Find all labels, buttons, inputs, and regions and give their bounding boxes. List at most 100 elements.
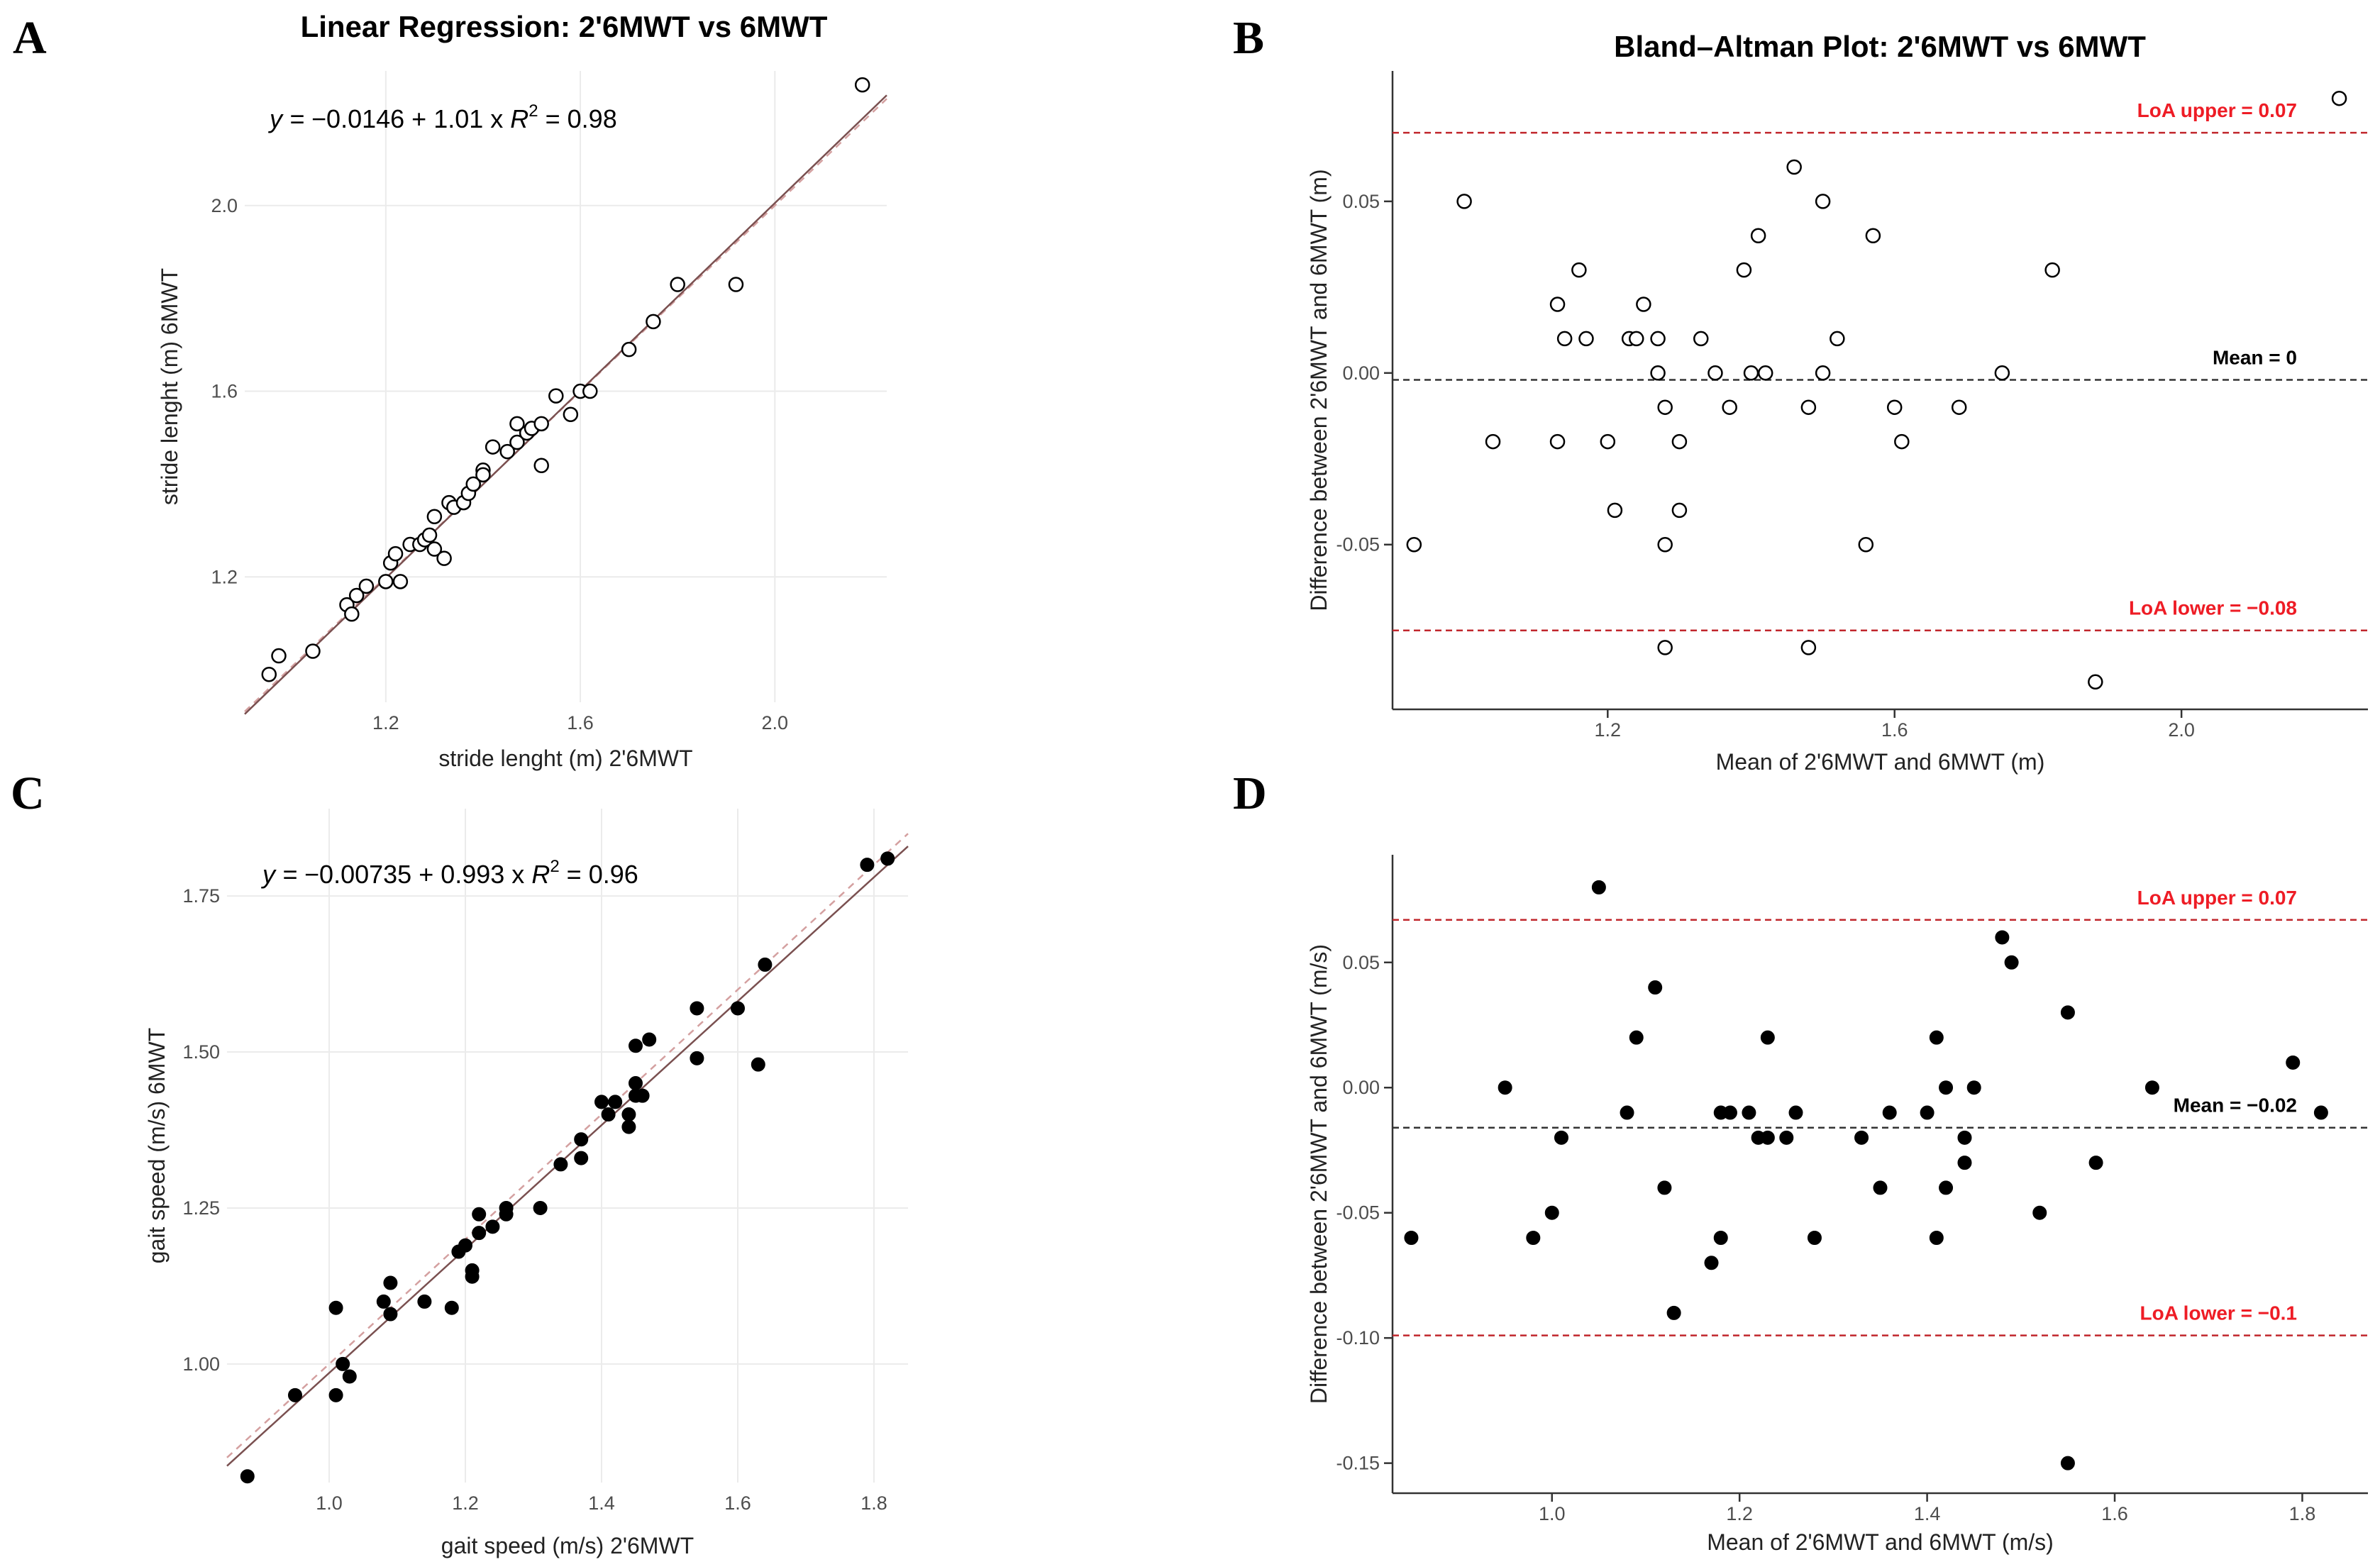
data-point-b-17 bbox=[1657, 640, 1673, 655]
data-point-a-26 bbox=[499, 443, 515, 460]
y-tick-label-c-0: 1.00 bbox=[182, 1353, 220, 1375]
data-point-d-33 bbox=[1995, 930, 2010, 945]
data-point-a-7 bbox=[378, 574, 394, 589]
data-point-a-2 bbox=[305, 643, 321, 659]
panel-letter-b: B bbox=[1233, 12, 1264, 64]
data-point-c-38 bbox=[758, 957, 773, 972]
ref-label-d-2: LoA lower = −0.1 bbox=[2140, 1302, 2297, 1324]
data-point-a-6 bbox=[358, 578, 375, 594]
y-tick-label-a-0: 1.2 bbox=[211, 566, 238, 587]
data-point-b-18 bbox=[1671, 433, 1688, 450]
y-tick-label-d-3: 0.00 bbox=[1342, 1077, 1380, 1098]
data-point-c-34 bbox=[690, 1051, 704, 1065]
data-point-a-17 bbox=[436, 550, 452, 566]
data-point-a-25 bbox=[485, 439, 501, 455]
data-point-d-36 bbox=[2060, 1005, 2075, 1020]
data-point-c-19 bbox=[499, 1200, 514, 1215]
data-point-b-31 bbox=[1815, 365, 1831, 381]
data-point-b-41 bbox=[2331, 90, 2347, 106]
data-point-b-32 bbox=[1830, 331, 1845, 347]
data-point-c-1 bbox=[288, 1387, 302, 1402]
data-point-c-15 bbox=[472, 1226, 487, 1241]
data-point-a-34 bbox=[563, 406, 579, 423]
data-point-b-35 bbox=[1886, 399, 1903, 415]
data-point-b-37 bbox=[1951, 399, 1967, 415]
x-tick-label-c-0: 1.0 bbox=[316, 1492, 343, 1514]
data-point-a-15 bbox=[426, 541, 443, 557]
data-point-d-5 bbox=[1591, 880, 1606, 894]
x-tick-label-b-1: 1.6 bbox=[1881, 719, 1908, 741]
data-point-a-14 bbox=[421, 527, 438, 543]
data-point-d-34 bbox=[2004, 955, 2019, 970]
y-tick-label-a-2: 2.0 bbox=[211, 195, 238, 216]
data-point-d-31 bbox=[1957, 1156, 1972, 1170]
data-point-b-14 bbox=[1650, 365, 1666, 381]
ref-label-b-1: Mean = 0 bbox=[2213, 346, 2297, 368]
data-point-d-6 bbox=[1620, 1105, 1634, 1120]
equation-c: y = −0.00735 + 0.993 x R2 = 0.96 bbox=[260, 857, 638, 889]
x-tick-label-c-4: 1.8 bbox=[860, 1492, 887, 1514]
data-point-a-37 bbox=[621, 341, 637, 358]
data-point-d-25 bbox=[1920, 1105, 1935, 1120]
data-point-c-40 bbox=[880, 851, 895, 866]
x-tick-label-b-2: 2.0 bbox=[2168, 719, 2195, 741]
data-point-c-31 bbox=[629, 1038, 643, 1053]
data-point-b-21 bbox=[1707, 365, 1723, 381]
chart-title-a: Linear Regression: 2'6MWT vs 6MWT bbox=[301, 10, 828, 43]
data-point-c-9 bbox=[417, 1294, 432, 1309]
data-point-b-26 bbox=[1757, 365, 1773, 381]
data-point-d-41 bbox=[2313, 1105, 2328, 1120]
data-point-c-17 bbox=[485, 1219, 500, 1234]
data-point-d-2 bbox=[1526, 1231, 1541, 1245]
data-point-a-28 bbox=[509, 434, 525, 450]
panel-d: D 1.0 1.2 1.4 1.6 1.8 -0.15 -0.10 -0.05 0.00 0.05 M… bbox=[1233, 768, 2368, 1555]
data-point-d-37 bbox=[2060, 1456, 2075, 1470]
data-point-c-20 bbox=[533, 1200, 548, 1215]
data-point-c-3 bbox=[328, 1300, 343, 1315]
x-tick-label-c-2: 1.4 bbox=[588, 1492, 615, 1514]
data-point-d-4 bbox=[1554, 1130, 1568, 1145]
data-point-d-30 bbox=[1957, 1130, 1972, 1145]
data-point-c-2 bbox=[328, 1387, 343, 1402]
ref-label-d-1: Mean = −0.02 bbox=[2174, 1095, 2297, 1117]
data-point-d-18 bbox=[1760, 1130, 1775, 1145]
data-point-c-27 bbox=[621, 1119, 636, 1134]
data-point-c-23 bbox=[574, 1132, 589, 1147]
data-point-a-9 bbox=[387, 545, 404, 562]
data-point-b-20 bbox=[1693, 331, 1709, 347]
x-axis-label-b: Mean of 2'6MWT and 6MWT (m) bbox=[1716, 749, 2045, 775]
data-point-b-16 bbox=[1657, 399, 1673, 415]
y-tick-label-b-0: -0.05 bbox=[1336, 534, 1380, 555]
data-point-b-39 bbox=[2044, 262, 2060, 278]
data-point-c-39 bbox=[860, 858, 875, 873]
x-tick-label-d-2: 1.4 bbox=[1914, 1503, 1941, 1524]
y-tick-label-b-1: 0.00 bbox=[1342, 362, 1380, 384]
data-point-d-38 bbox=[2088, 1156, 2103, 1170]
data-point-a-41 bbox=[854, 77, 870, 93]
data-point-b-28 bbox=[1800, 399, 1817, 415]
data-point-c-0 bbox=[240, 1469, 255, 1484]
chart-title-b: Bland–Altman Plot: 2'6MWT vs 6MWT bbox=[1614, 30, 2146, 63]
x-tick-label-c-1: 1.2 bbox=[452, 1492, 479, 1514]
data-point-b-19 bbox=[1671, 502, 1688, 519]
data-point-b-36 bbox=[1894, 433, 1910, 450]
fit-line-a bbox=[244, 94, 887, 715]
data-point-d-17 bbox=[1760, 1030, 1775, 1045]
y-tick-label-c-3: 1.75 bbox=[182, 885, 220, 907]
data-point-b-27 bbox=[1786, 159, 1802, 175]
data-point-c-4 bbox=[336, 1356, 350, 1371]
y-axis-label-d: Difference between 2'6MWT and 6MWT (m/s) bbox=[1306, 944, 1332, 1404]
data-point-d-24 bbox=[1882, 1105, 1897, 1120]
data-point-b-0 bbox=[1406, 536, 1422, 553]
data-point-c-5 bbox=[342, 1369, 357, 1384]
data-point-b-33 bbox=[1858, 536, 1874, 553]
y-tick-label-d-2: -0.05 bbox=[1336, 1202, 1380, 1224]
data-point-b-25 bbox=[1750, 228, 1766, 244]
data-point-b-8 bbox=[1600, 433, 1616, 450]
y-tick-label-d-0: -0.15 bbox=[1336, 1453, 1380, 1474]
data-point-a-0 bbox=[261, 666, 277, 682]
data-point-b-7 bbox=[1578, 331, 1594, 347]
x-axis-label-a: stride lenght (m) 2'6MWT bbox=[438, 746, 692, 771]
x-tick-label-a-2: 2.0 bbox=[762, 712, 789, 733]
